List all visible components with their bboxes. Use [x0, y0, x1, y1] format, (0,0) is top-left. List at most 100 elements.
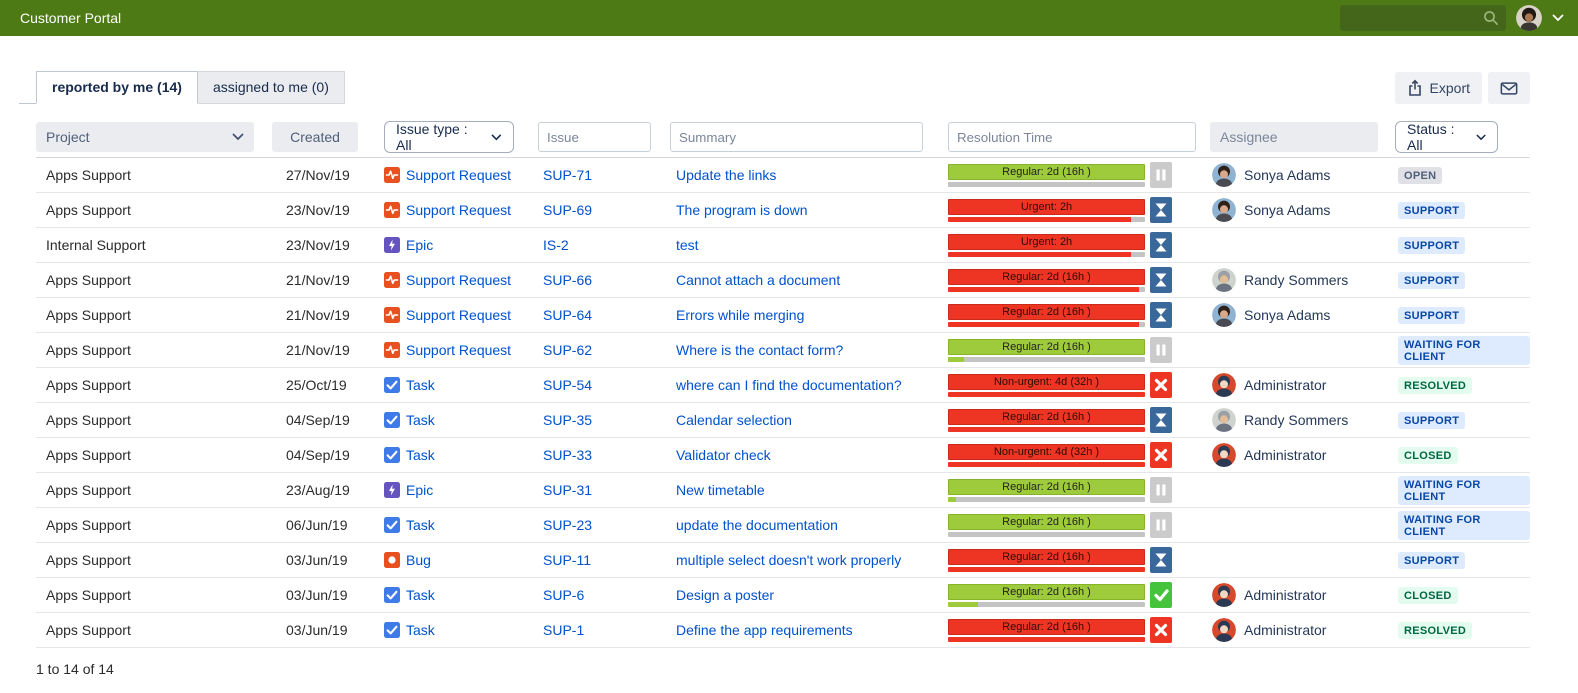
project-cell: Apps Support: [46, 552, 131, 568]
summary-cell: The program is down: [670, 202, 948, 218]
issue-type-link[interactable]: Task: [406, 412, 435, 428]
user-avatar[interactable]: [1516, 5, 1542, 31]
assignee-name: Sonya Adams: [1244, 307, 1331, 323]
sla-progress-track: [948, 356, 1145, 362]
sla-progress-track: [948, 496, 1145, 502]
sla-progress-track: [948, 461, 1145, 467]
issue-type-cell: Support Request: [384, 202, 538, 218]
issue-type-cell: Task: [384, 377, 538, 393]
issue-type-filter-dropdown[interactable]: Issue type : All: [384, 121, 514, 153]
issue-key-link[interactable]: IS-2: [543, 237, 569, 253]
issue-key-link[interactable]: SUP-31: [543, 482, 593, 498]
status-cell: SUPPORT: [1395, 551, 1530, 569]
issue-key-link[interactable]: SUP-64: [543, 307, 593, 323]
assignee-name: Administrator: [1244, 587, 1327, 603]
issue-key-link[interactable]: SUP-35: [543, 412, 593, 428]
summary-link[interactable]: Validator check: [676, 447, 771, 463]
chevron-down-icon: [491, 134, 502, 140]
issue-type-link[interactable]: Epic: [406, 237, 434, 253]
assignee-avatar: [1212, 163, 1236, 187]
assignee-avatar: [1212, 303, 1236, 327]
issue-key-link[interactable]: SUP-33: [543, 447, 593, 463]
summary-link[interactable]: Update the links: [676, 167, 777, 183]
issue-type-link[interactable]: Task: [406, 622, 435, 638]
sla-bar: Regular: 2d (16h ): [948, 303, 1145, 327]
search-input[interactable]: [1340, 5, 1506, 31]
sla-progress-track: [948, 566, 1145, 572]
summary-link[interactable]: test: [676, 237, 699, 253]
created-cell: 23/Nov/19: [286, 237, 350, 253]
issue-type-cell: Support Request: [384, 307, 538, 323]
issue-type-link[interactable]: Bug: [406, 552, 431, 568]
issue-type-link[interactable]: Support Request: [406, 342, 512, 358]
issue-type-link[interactable]: Task: [406, 517, 435, 533]
summary-link[interactable]: Where is the contact form?: [676, 342, 844, 358]
issue-type-cell: Task: [384, 587, 538, 603]
issue-type-link[interactable]: Task: [406, 587, 435, 603]
issue-type-link[interactable]: Task: [406, 377, 435, 393]
summary-link[interactable]: Calendar selection: [676, 412, 792, 428]
assignee-name: Sonya Adams: [1244, 202, 1331, 218]
summary-link[interactable]: Errors while merging: [676, 307, 805, 323]
summary-link[interactable]: where can I find the documentation?: [676, 377, 902, 393]
summary-link[interactable]: Define the app requirements: [676, 622, 853, 638]
issue-key-link[interactable]: SUP-6: [543, 587, 585, 603]
assignee-avatar: [1212, 443, 1236, 467]
resolution-time-cell: Regular: 2d (16h ): [948, 302, 1210, 328]
status-cell: WAITING FOR CLIENT: [1395, 510, 1530, 540]
user-menu-chevron-down-icon[interactable]: [1552, 14, 1564, 22]
sla-progress-track: [948, 426, 1145, 432]
summary-link[interactable]: The program is down: [676, 202, 808, 218]
issue-type-link[interactable]: Support Request: [406, 307, 512, 323]
created-cell: 03/Jun/19: [286, 587, 348, 603]
issue-key-link[interactable]: SUP-71: [543, 167, 593, 183]
issue-key-link[interactable]: SUP-1: [543, 622, 585, 638]
status-filter-dropdown[interactable]: Status : All: [1395, 121, 1498, 153]
issue-type-link[interactable]: Support Request: [406, 202, 512, 218]
resolution-time-cell: Regular: 2d (16h ): [948, 512, 1210, 538]
summary-link[interactable]: multiple select doesn't work properly: [676, 552, 902, 568]
tab-reported-by-me[interactable]: reported by me (14): [36, 71, 198, 104]
resolution-time-filter-input[interactable]: [948, 122, 1196, 152]
created-cell: 04/Sep/19: [286, 412, 350, 428]
issue-type-link[interactable]: Task: [406, 447, 435, 463]
sla-label: Regular: 2d (16h ): [948, 408, 1145, 425]
table-row: Apps Support 03/Jun/19 Bug SUP-11 multip…: [36, 543, 1530, 578]
mail-button[interactable]: [1488, 72, 1530, 104]
status-cell: WAITING FOR CLIENT: [1395, 335, 1530, 365]
issue-type-cell: Epic: [384, 237, 538, 253]
task-issue-type-icon: [384, 447, 400, 463]
status-badge: SUPPORT: [1398, 307, 1466, 324]
summary-link[interactable]: update the documentation: [676, 517, 838, 533]
summary-link[interactable]: Cannot attach a document: [676, 272, 841, 288]
assignee-cell: Administrator: [1210, 373, 1395, 397]
issue-type-link[interactable]: Support Request: [406, 272, 512, 288]
issue-type-link[interactable]: Support Request: [406, 167, 512, 183]
sla-x-indicator: [1150, 442, 1172, 468]
sla-x-indicator: [1150, 372, 1172, 398]
created-column-header[interactable]: Created: [272, 122, 358, 152]
assignee-filter[interactable]: Assignee: [1210, 122, 1378, 152]
issue-key-link[interactable]: SUP-11: [543, 552, 591, 568]
status-cell: WAITING FOR CLIENT: [1395, 475, 1530, 505]
tab-assigned-to-me[interactable]: assigned to me (0): [197, 71, 345, 104]
issue-type-link[interactable]: Epic: [406, 482, 434, 498]
summary-link[interactable]: New timetable: [676, 482, 765, 498]
sla-pause-indicator: [1150, 512, 1172, 538]
task-issue-type-icon: [384, 377, 400, 393]
sla-progress-track: [948, 286, 1145, 292]
issue-key-link[interactable]: SUP-66: [543, 272, 593, 288]
summary-filter-input[interactable]: [670, 122, 923, 152]
issue-key-link[interactable]: SUP-62: [543, 342, 593, 358]
issue-key-link[interactable]: SUP-69: [543, 202, 593, 218]
export-button[interactable]: Export: [1394, 72, 1482, 104]
issue-key-link[interactable]: SUP-54: [543, 377, 593, 393]
project-filter-dropdown[interactable]: Project: [36, 122, 254, 152]
issue-key-link[interactable]: SUP-23: [543, 517, 593, 533]
issue-filter-input[interactable]: [538, 122, 651, 152]
resolution-time-cell: Urgent: 2h: [948, 232, 1210, 258]
table-row: Apps Support 21/Nov/19 Support Request S…: [36, 263, 1530, 298]
sla-bar: Urgent: 2h: [948, 198, 1145, 222]
sla-label: Regular: 2d (16h ): [948, 303, 1145, 320]
summary-link[interactable]: Design a poster: [676, 587, 775, 603]
